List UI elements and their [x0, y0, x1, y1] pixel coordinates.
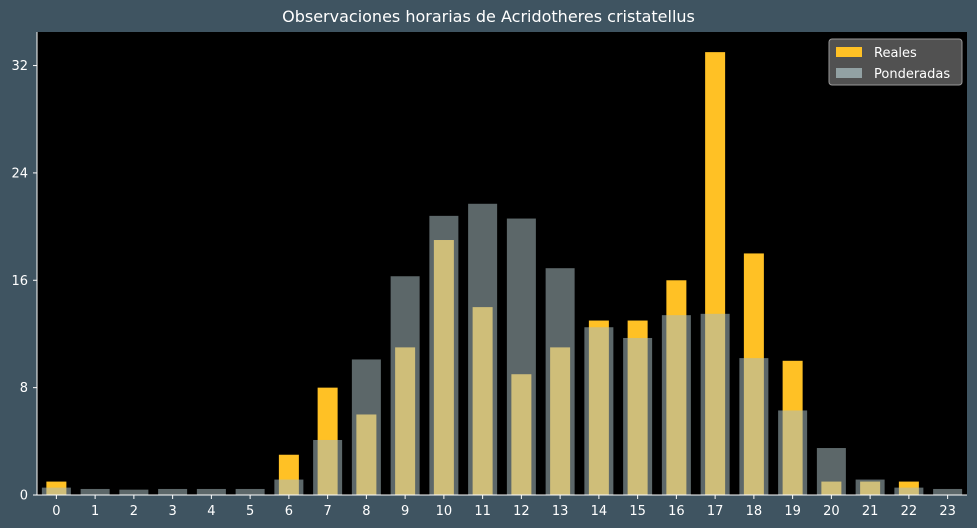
bar-ponderadas-19 — [778, 410, 808, 495]
x-tick-label-13: 13 — [552, 504, 569, 519]
bar-ponderadas-20 — [816, 448, 846, 495]
chart-title: Observaciones horarias de Acridotheres c… — [282, 7, 695, 26]
bar-ponderadas-18 — [739, 358, 769, 495]
y-tick-label-16: 16 — [11, 274, 28, 289]
bar-ponderadas-6 — [274, 479, 304, 495]
x-tick-label-4: 4 — [207, 504, 215, 519]
x-tick-label-18: 18 — [746, 504, 763, 519]
x-tick-label-0: 0 — [52, 504, 60, 519]
x-tick-label-9: 9 — [401, 504, 409, 519]
bar-ponderadas-3 — [158, 488, 188, 495]
x-axis: 0 1 2 3 4 5 6 7 8 9 10 11 12 13 14 15 16 17 18 19 20 21 22 23 — [37, 494, 967, 519]
x-tick-label-7: 7 — [323, 504, 331, 519]
bar-ponderadas-7 — [313, 439, 343, 495]
bar-ponderadas-9 — [390, 276, 420, 495]
bar-ponderadas-4 — [196, 488, 226, 495]
legend: Reales Ponderadas — [828, 38, 963, 86]
y-tick-label-32: 32 — [11, 59, 28, 74]
bar-ponderadas-1 — [80, 488, 110, 495]
bar-ponderadas-21 — [855, 479, 885, 495]
legend-box — [828, 38, 963, 86]
x-tick-label-5: 5 — [246, 504, 254, 519]
legend-swatch-ponderadas — [836, 68, 862, 78]
bar-ponderadas-22 — [894, 487, 924, 495]
x-tick-label-21: 21 — [862, 504, 879, 519]
series-ponderadas — [41, 203, 963, 495]
x-tick-label-15: 15 — [629, 504, 646, 519]
x-tick-label-12: 12 — [513, 504, 530, 519]
x-tick-label-3: 3 — [168, 504, 176, 519]
y-tick-label-8: 8 — [20, 381, 28, 396]
bar-ponderadas-15 — [623, 337, 653, 495]
x-tick-label-22: 22 — [901, 504, 918, 519]
x-tick-label-1: 1 — [91, 504, 99, 519]
x-tick-label-2: 2 — [130, 504, 138, 519]
x-tick-label-17: 17 — [707, 504, 724, 519]
bar-ponderadas-13 — [545, 268, 575, 495]
bar-ponderadas-5 — [235, 488, 265, 495]
bar-ponderadas-2 — [119, 489, 149, 495]
plot-area — [37, 32, 967, 495]
y-axis: 0 8 16 24 32 — [11, 32, 38, 504]
bar-ponderadas-8 — [351, 359, 381, 495]
bar-ponderadas-16 — [661, 315, 691, 495]
bar-ponderadas-11 — [468, 203, 498, 495]
bar-ponderadas-14 — [584, 327, 614, 495]
bar-ponderadas-17 — [700, 313, 730, 495]
x-tick-label-8: 8 — [362, 504, 370, 519]
legend-swatch-reales — [836, 47, 862, 57]
bar-ponderadas-0 — [41, 487, 71, 495]
x-tick-label-23: 23 — [939, 504, 956, 519]
x-tick-label-16: 16 — [668, 504, 685, 519]
x-tick-label-10: 10 — [436, 504, 453, 519]
bar-ponderadas-10 — [429, 215, 459, 495]
bar-ponderadas-23 — [933, 488, 963, 495]
legend-label-ponderadas: Ponderadas — [874, 67, 950, 82]
bar-ponderadas-12 — [506, 218, 536, 495]
x-tick-label-14: 14 — [591, 504, 608, 519]
y-tick-label-0: 0 — [20, 489, 28, 504]
x-tick-label-19: 19 — [784, 504, 801, 519]
legend-label-reales: Reales — [874, 46, 917, 61]
x-tick-label-11: 11 — [474, 504, 491, 519]
y-tick-label-24: 24 — [11, 166, 28, 181]
x-tick-label-20: 20 — [823, 504, 840, 519]
x-tick-label-6: 6 — [285, 504, 293, 519]
